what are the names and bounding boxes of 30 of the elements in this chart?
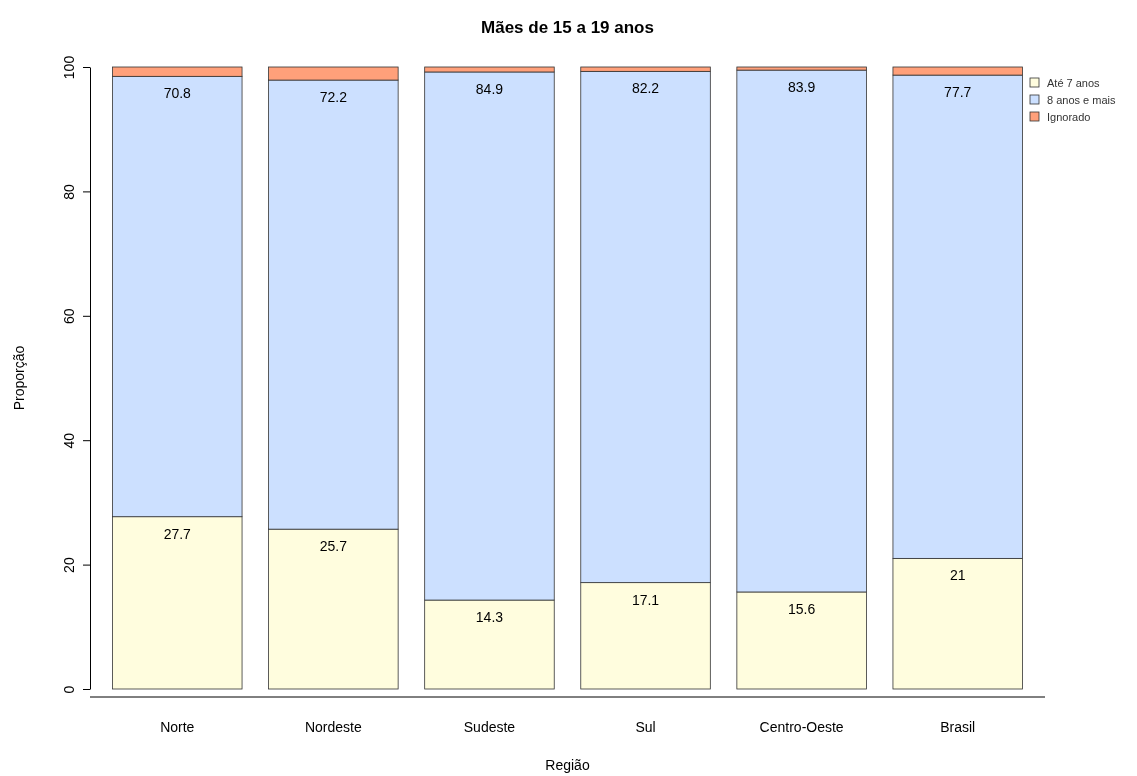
data-label: 15.6 — [788, 600, 816, 617]
y-tick-label: 20 — [61, 557, 77, 573]
x-tick-label: Brasil — [940, 719, 976, 735]
data-label: 25.7 — [319, 538, 348, 555]
x-axis-title: Região — [545, 757, 590, 773]
legend-label: Até 7 anos — [1047, 77, 1101, 89]
data-label: 84.9 — [475, 80, 504, 97]
x-tick-label: Sudeste — [463, 719, 516, 735]
data-label: 77.7 — [944, 84, 972, 101]
x-tick-label: Centro-Oeste — [759, 719, 844, 735]
chart-title: Mães de 15 a 19 anos — [481, 18, 654, 37]
y-tick-label: 80 — [61, 183, 77, 200]
x-tick-label: Sul — [635, 719, 656, 735]
x-tick-label: Nordeste — [304, 719, 362, 735]
x-tick-label: Norte — [160, 719, 195, 735]
data-label: 70.8 — [163, 85, 192, 102]
data-label: 27.7 — [163, 525, 192, 542]
y-axis-title: Proporção — [11, 345, 27, 411]
data-label: 72.2 — [319, 89, 348, 106]
y-tick-label: 40 — [61, 432, 77, 449]
legend-label: Ignorado — [1047, 111, 1091, 123]
data-label: 82.2 — [631, 80, 660, 97]
y-tick-label: 0 — [61, 685, 77, 694]
data-label: 83.9 — [788, 79, 816, 96]
data-label: 14.3 — [475, 609, 504, 626]
y-tick-label: 60 — [61, 308, 77, 325]
y-tick-label: 100 — [61, 55, 77, 80]
legend-label: 8 anos e mais — [1047, 94, 1116, 106]
data-label: 17.1 — [631, 591, 660, 608]
data-label: 21 — [949, 567, 966, 584]
